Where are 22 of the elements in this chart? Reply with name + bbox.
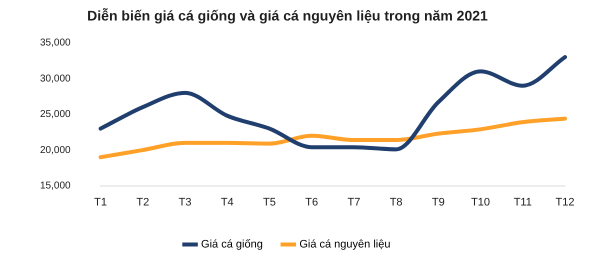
x-tick-label: T10 xyxy=(471,196,490,208)
y-tick-label: 15,000 xyxy=(40,180,72,192)
x-tick-label: T8 xyxy=(390,196,403,208)
x-tick-label: T12 xyxy=(556,196,574,208)
x-tick-label: T11 xyxy=(514,196,532,208)
y-tick-label: 35,000 xyxy=(40,38,72,49)
x-tick-label: T5 xyxy=(263,196,276,208)
x-tick-label: T4 xyxy=(220,196,234,208)
legend-label: Giá cá giống xyxy=(201,238,263,251)
x-tick-label: T6 xyxy=(305,196,318,208)
line-series xyxy=(98,55,567,152)
x-tick-label: T9 xyxy=(432,196,445,208)
x-tick-label: T3 xyxy=(178,196,192,208)
x-tick-label: T7 xyxy=(347,196,360,208)
chart-title: Diễn biến giá cá giống và giá cá nguyên liệu trong năm 2021 xyxy=(87,7,488,24)
y-tick-label: 30,000 xyxy=(40,73,72,84)
x-tick-label: T2 xyxy=(136,196,150,208)
x-tick-label: T1 xyxy=(94,196,108,208)
y-tick-label: 25,000 xyxy=(40,109,72,120)
legend-label: Giá cá nguyên liệu xyxy=(299,238,390,251)
y-tick-label: 20,000 xyxy=(40,144,72,156)
line-series xyxy=(98,116,567,160)
